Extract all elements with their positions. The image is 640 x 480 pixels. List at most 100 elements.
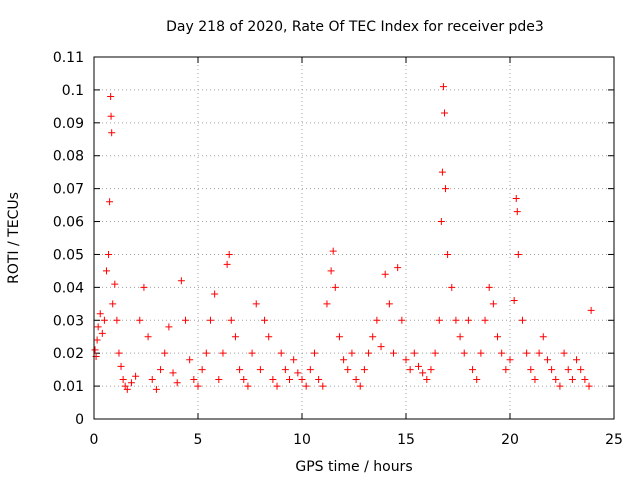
y-tick-label: 0.04 (53, 280, 84, 296)
data-point (469, 366, 477, 374)
y-tick-label: 0.08 (53, 149, 84, 165)
data-point (406, 366, 414, 374)
data-point (481, 316, 489, 324)
grid (94, 57, 614, 419)
data-point (273, 382, 281, 390)
data-point (440, 109, 448, 117)
data-point (444, 250, 452, 258)
data-point (96, 310, 104, 318)
data-point (169, 369, 177, 377)
y-axis-label: ROTI / TECUs (6, 192, 22, 284)
data-point (577, 366, 585, 374)
data-point (552, 376, 560, 384)
y-tick-label: 0.09 (53, 116, 84, 132)
data-point (410, 349, 418, 357)
data-point (573, 356, 581, 364)
data-point (518, 316, 526, 324)
data-point (252, 300, 260, 308)
data-point (473, 376, 481, 384)
data-point (331, 283, 339, 291)
y-tick-label: 0.02 (53, 346, 84, 362)
data-point (111, 280, 119, 288)
y-tick-label: 0 (75, 412, 84, 428)
data-point (369, 333, 377, 341)
data-point (98, 329, 106, 337)
data-point (477, 349, 485, 357)
data-point (365, 349, 373, 357)
data-point (310, 349, 318, 357)
data-point (452, 316, 460, 324)
data-points (91, 83, 595, 393)
x-tick-label: 25 (605, 432, 623, 448)
x-tick-label: 20 (501, 432, 519, 448)
x-axis-label: GPS time / hours (295, 459, 412, 475)
data-point (256, 366, 264, 374)
data-point (123, 385, 131, 393)
data-point (439, 83, 447, 91)
data-point (248, 349, 256, 357)
data-point (107, 92, 115, 100)
y-tick-label: 0.01 (53, 379, 84, 395)
data-point (587, 306, 595, 314)
x-tick-label: 5 (194, 432, 203, 448)
data-point (190, 376, 198, 384)
data-point (219, 349, 227, 357)
data-point (94, 323, 102, 331)
data-point (464, 316, 472, 324)
y-tick-label: 0.05 (53, 247, 84, 263)
data-point (456, 333, 464, 341)
data-point (329, 247, 337, 255)
data-point (231, 333, 239, 341)
data-point (437, 218, 445, 226)
data-point (512, 195, 520, 203)
data-point (402, 356, 410, 364)
data-point (173, 379, 181, 387)
y-tick-label: 0.1 (62, 83, 84, 99)
data-point (277, 349, 285, 357)
data-point (360, 366, 368, 374)
x-tick-label: 10 (293, 432, 311, 448)
data-point (269, 376, 277, 384)
data-point (298, 376, 306, 384)
data-point (352, 376, 360, 384)
data-point (435, 316, 443, 324)
data-point (419, 369, 427, 377)
data-point (177, 277, 185, 285)
data-point (161, 349, 169, 357)
data-point (315, 376, 323, 384)
data-point (381, 270, 389, 278)
data-point (568, 376, 576, 384)
data-point (206, 316, 214, 324)
data-point (398, 316, 406, 324)
data-point (344, 366, 352, 374)
data-point (265, 333, 273, 341)
axis-ticks: 0 0.01 0.02 0.03 0.04 0.05 0.06 0.07 0.08 0.09 0.1… (53, 50, 623, 448)
data-point (448, 283, 456, 291)
data-point (348, 349, 356, 357)
data-point (485, 283, 493, 291)
data-point (498, 349, 506, 357)
data-point (335, 333, 343, 341)
data-point (113, 316, 121, 324)
data-point (506, 356, 514, 364)
data-point (211, 290, 219, 298)
data-point (107, 112, 115, 120)
data-point (91, 346, 99, 354)
data-point (489, 300, 497, 308)
data-point (290, 356, 298, 364)
data-point (215, 376, 223, 384)
data-point (136, 316, 144, 324)
data-point (438, 168, 446, 176)
data-point (531, 376, 539, 384)
data-point (585, 382, 593, 390)
data-point (539, 333, 547, 341)
data-point (523, 349, 531, 357)
data-point (564, 366, 572, 374)
data-point (535, 349, 543, 357)
data-point (127, 379, 135, 387)
data-point (194, 382, 202, 390)
data-point (302, 382, 310, 390)
plot-frame (93, 56, 615, 420)
data-point (100, 316, 108, 324)
